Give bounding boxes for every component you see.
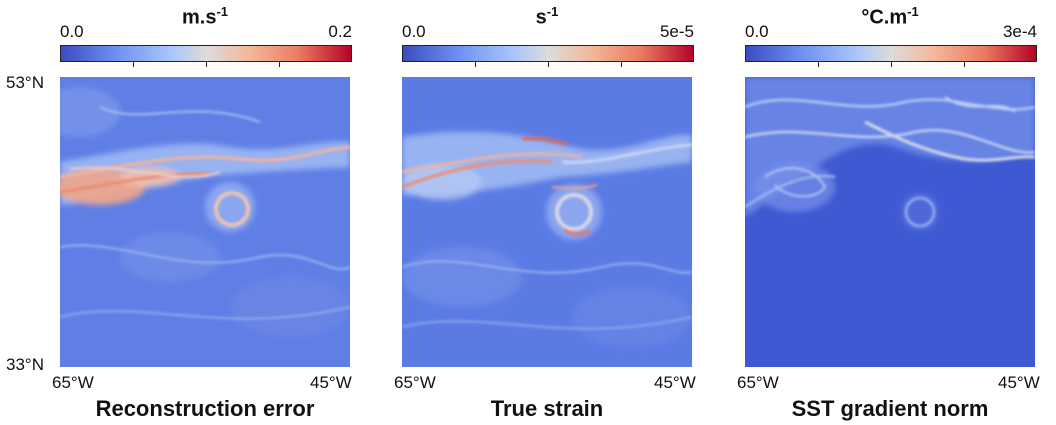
panel-true-strain: s-1 0.0 5e-5 xyxy=(402,0,702,425)
colorbar-min-label: 0.0 xyxy=(402,22,426,41)
colorbar xyxy=(745,45,1037,62)
panel-sst-gradient-norm: °C.m-1 0.0 3e-4 xyxy=(745,0,1045,425)
colorbar-tick xyxy=(891,62,892,67)
colorbar-tick xyxy=(279,62,280,67)
colorbar-min-label: 0.0 xyxy=(60,22,84,41)
colorbar-tick xyxy=(621,62,622,67)
colorbar-tick xyxy=(964,62,965,67)
colorbar-max-label: 3e-4 xyxy=(1002,22,1037,41)
map-reconstruction-error xyxy=(60,77,350,367)
longitude-left-label: 65°W xyxy=(737,373,779,392)
colorbar-min-label: 0.0 xyxy=(745,22,769,41)
colorbar-max-label: 0.2 xyxy=(328,22,352,41)
latitude-top-label: 53°N xyxy=(6,73,44,92)
longitude-right-label: 45°W xyxy=(310,373,352,392)
latitude-bottom-label: 33°N xyxy=(6,355,44,374)
panel-title: True strain xyxy=(490,396,604,421)
colorbar-unit: s-1 xyxy=(535,4,559,29)
colorbar-unit: m.s-1 xyxy=(181,4,229,29)
map-sst-gradient-norm xyxy=(745,77,1035,367)
panel-title: SST gradient norm xyxy=(791,396,989,421)
longitude-left-label: 65°W xyxy=(394,373,436,392)
colorbar-tick xyxy=(548,62,549,67)
colorbar-tick xyxy=(133,62,134,67)
panel-title: Reconstruction error xyxy=(95,396,315,421)
panel-reconstruction-error: m.s-1 0.0 0.2 xyxy=(60,0,360,425)
colorbar-max-label: 5e-5 xyxy=(659,22,694,41)
colorbar-unit: °C.m-1 xyxy=(861,4,919,29)
longitude-left-label: 65°W xyxy=(52,373,94,392)
colorbar xyxy=(402,45,694,62)
colorbar xyxy=(60,45,352,62)
colorbar-tick xyxy=(206,62,207,67)
longitude-right-label: 45°W xyxy=(654,373,696,392)
longitude-right-label: 45°W xyxy=(998,373,1040,392)
colorbar-tick xyxy=(475,62,476,67)
map-true-strain xyxy=(402,77,692,367)
colorbar-tick xyxy=(818,62,819,67)
